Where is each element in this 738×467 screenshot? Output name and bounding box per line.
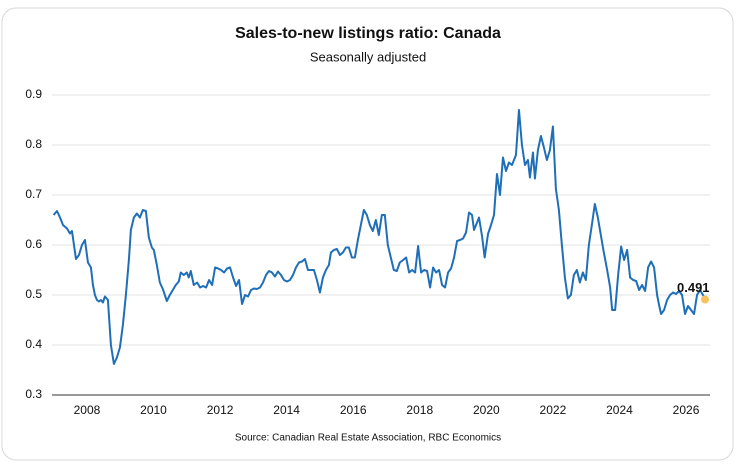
last-point (701, 295, 710, 304)
x-tick-label: 2024 (606, 403, 633, 417)
y-tick-label: 0.3 (25, 387, 42, 401)
x-tick-label: 2016 (340, 403, 367, 417)
last-value-label: 0.491 (677, 280, 710, 295)
x-tick-label: 2020 (473, 403, 500, 417)
x-tick-label: 2012 (207, 403, 234, 417)
series-line (52, 109, 706, 365)
y-tick-label: 0.4 (25, 337, 42, 351)
x-tick-label: 2008 (74, 403, 101, 417)
chart-title: Sales-to-new listings ratio: Canada (235, 25, 501, 42)
source-note: Source: Canadian Real Estate Association… (235, 433, 501, 444)
x-tick-label: 2014 (273, 403, 300, 417)
x-tick-label: 2026 (673, 403, 700, 417)
x-tick-label: 2010 (140, 403, 167, 417)
card (1, 7, 734, 461)
y-tick-label: 0.6 (25, 237, 42, 251)
x-tick-label: 2022 (540, 403, 567, 417)
y-tick-label: 0.8 (25, 137, 42, 151)
y-tick-label: 0.9 (25, 87, 42, 101)
x-tick-label: 2018 (406, 403, 433, 417)
chart-subtitle: Seasonally adjusted (310, 49, 426, 64)
y-tick-label: 0.5 (25, 287, 42, 301)
y-tick-label: 0.7 (25, 187, 42, 201)
